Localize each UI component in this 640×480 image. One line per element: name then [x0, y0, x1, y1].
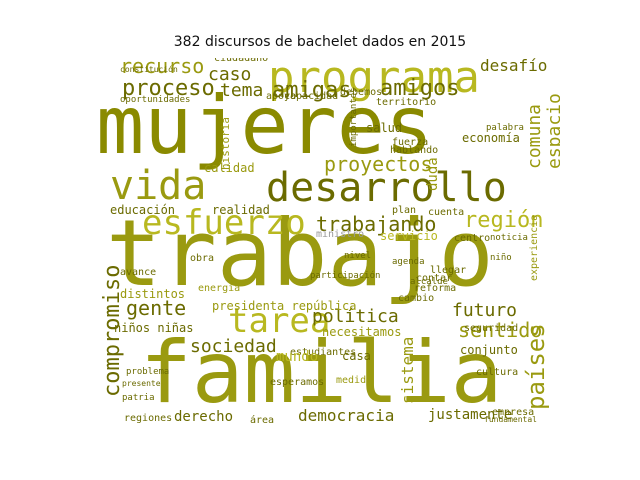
- word-72: nivel: [344, 251, 372, 261]
- word-31: derecho: [174, 409, 234, 425]
- word-13: región: [464, 208, 544, 233]
- word-15: sociedad: [190, 336, 277, 357]
- word-20: democracia: [298, 406, 395, 425]
- word-53: obra: [190, 253, 215, 264]
- word-2: trabajo: [106, 200, 494, 307]
- word-34: ciudadano: [214, 58, 269, 64]
- word-44: realidad: [212, 203, 270, 217]
- word-33: niños niñas: [114, 321, 194, 335]
- word-26: tema: [220, 80, 264, 101]
- chart-title: 382 discursos de bachelet dados en 2015: [173, 34, 467, 50]
- word-39: territorio: [376, 97, 437, 108]
- word-78: importantes: [349, 86, 359, 147]
- word-28: comuna: [524, 103, 545, 169]
- word-77: hablando: [390, 145, 439, 156]
- word-60: empresa: [492, 407, 535, 418]
- word-73: estudiantes: [290, 347, 357, 358]
- word-35: oportunidades: [120, 95, 191, 105]
- word-62: regiones: [124, 413, 173, 424]
- word-14: política: [312, 306, 399, 327]
- word-1: mujeres: [96, 79, 434, 172]
- word-29: espacio: [544, 93, 560, 169]
- word-32: conjunto: [460, 343, 518, 357]
- word-16: futuro: [452, 300, 518, 321]
- word-23: proceso: [122, 76, 215, 101]
- word-83: noticia: [490, 233, 528, 243]
- word-76: fuerza: [392, 137, 429, 148]
- word-71: alcalde: [410, 277, 448, 287]
- word-9: amigas: [272, 78, 352, 103]
- word-63: área: [250, 415, 275, 426]
- word-3: familia: [140, 323, 503, 423]
- word-11: proyectos: [324, 152, 433, 176]
- word-18: países: [522, 323, 550, 410]
- word-36: constitución: [120, 65, 178, 74]
- word-81: palabra: [486, 123, 524, 133]
- word-58: necesitamos: [322, 325, 402, 339]
- word-82: niño: [490, 253, 512, 263]
- word-74: medida: [336, 375, 373, 386]
- word-46: historia: [219, 116, 232, 170]
- word-80: esperamos: [270, 377, 325, 388]
- word-84: problema: [126, 367, 170, 377]
- word-22: gente: [126, 296, 187, 320]
- word-10: amigos: [380, 76, 460, 101]
- word-12: trabajando: [316, 212, 437, 236]
- word-6: esfuerzo: [142, 203, 306, 243]
- word-49: servicio: [380, 229, 438, 243]
- word-56: cambio: [398, 293, 435, 304]
- word-66: experiencia: [529, 214, 540, 281]
- word-75: mundo: [276, 349, 319, 365]
- word-4: desarrollo: [266, 165, 507, 211]
- word-45: calidad: [204, 161, 255, 175]
- word-5: programa: [268, 58, 480, 103]
- word-52: agenda: [392, 257, 425, 267]
- word-27: desafío: [480, 58, 548, 75]
- word-8: tarea: [228, 301, 331, 341]
- word-cloud: mujeres trabajo familia desarrollo programa e…: [80, 58, 560, 426]
- word-68: contar: [416, 273, 453, 284]
- word-67: avance: [120, 267, 157, 278]
- word-50: centro: [454, 233, 491, 244]
- word-59: casa: [342, 349, 371, 363]
- word-25: caso: [208, 64, 252, 85]
- word-21: justamente: [428, 407, 513, 423]
- word-87: patria: [122, 393, 155, 403]
- word-48: ministro: [316, 229, 365, 240]
- word-70: reforma: [414, 283, 457, 294]
- word-7: vida: [110, 163, 207, 209]
- word-57: seguridad: [464, 323, 519, 334]
- word-24: recurso: [120, 58, 205, 78]
- word-41: salud: [366, 121, 403, 135]
- word-47: plan: [392, 205, 417, 216]
- word-61: fundamental: [484, 415, 537, 424]
- word-86: distintos: [120, 287, 186, 301]
- word-38: capacidad: [284, 91, 339, 102]
- word-64: sistema: [398, 336, 417, 404]
- word-51: cuenta: [428, 207, 465, 218]
- word-79: participación: [310, 271, 381, 281]
- word-30: educación: [110, 203, 176, 217]
- word-43: economía: [462, 131, 520, 145]
- word-65: cultura: [476, 367, 519, 378]
- word-85: presente: [122, 379, 161, 388]
- word-40: debemos: [340, 87, 383, 98]
- word-42: duda: [425, 157, 441, 191]
- word-37: apoyo: [266, 91, 297, 102]
- word-54: energía: [198, 283, 241, 294]
- word-69: llegar: [430, 265, 467, 276]
- word-17: sentido: [458, 318, 543, 342]
- word-55: presidenta república: [212, 299, 357, 313]
